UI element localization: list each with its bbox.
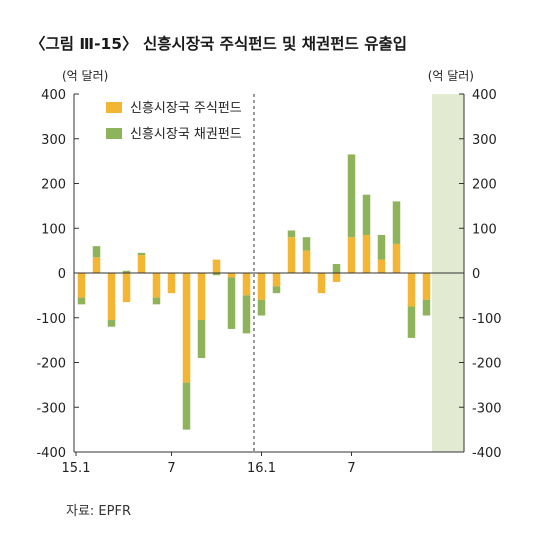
x-tick-label: 16.1 — [247, 461, 276, 476]
figure-number: 〈그림 Ⅲ-15〉 — [30, 35, 138, 53]
left-tick-label: -300 — [36, 401, 66, 416]
equity-fund-bar — [422, 273, 431, 300]
bond-fund-bar — [257, 299, 266, 316]
equity-fund-bar — [122, 273, 131, 303]
right-tick-label: 100 — [472, 222, 497, 237]
bond-fund-bar — [242, 295, 251, 334]
legend-label-equity: 신흥시장국 주식펀드 — [130, 101, 242, 116]
equity-fund-bar — [182, 273, 191, 383]
left-tick-label: 200 — [41, 178, 66, 193]
bond-fund-bar — [347, 154, 356, 238]
bond-fund-bar — [137, 252, 146, 256]
legend-swatch-equity — [106, 102, 122, 113]
bond-fund-bar — [227, 277, 236, 329]
bond-fund-bar — [272, 286, 281, 294]
right-tick-label: 0 — [472, 267, 480, 282]
bond-fund-bar — [377, 234, 386, 260]
equity-fund-bar — [77, 273, 86, 298]
equity-fund-bar — [92, 257, 101, 273]
bars-layer — [77, 154, 431, 430]
equity-fund-bar — [212, 259, 221, 273]
text-layer: 400 400 300 300 200 200 100 100 0 0 -100 -100 -200 -2… — [36, 69, 501, 476]
equity-fund-bar — [377, 259, 386, 273]
legend-swatch-bond — [106, 128, 122, 139]
equity-fund-bar — [287, 237, 296, 273]
equity-fund-bar — [362, 234, 371, 273]
left-tick-label: -100 — [36, 312, 66, 327]
left-tick-label: 300 — [41, 133, 66, 148]
equity-fund-bar — [302, 250, 311, 273]
equity-fund-bar — [107, 273, 116, 320]
equity-fund-bar — [227, 273, 236, 278]
equity-fund-bar — [317, 273, 326, 294]
figure-title: 〈그림 Ⅲ-15〉 신흥시장국 주식펀드 및 채권펀드 유출입 — [30, 32, 407, 54]
bond-fund-bar — [392, 201, 401, 244]
bond-fund-bar — [122, 270, 131, 273]
right-tick-label: -400 — [472, 446, 502, 461]
right-tick-label: 300 — [472, 133, 497, 148]
source-note: 자료: EPFR — [66, 504, 131, 519]
axis-layer — [73, 93, 465, 456]
equity-fund-bar — [242, 273, 251, 296]
x-tick-label: 15.1 — [62, 461, 91, 476]
right-tick-label: -200 — [472, 357, 502, 372]
left-unit-label: (억 달러) — [62, 69, 108, 83]
bond-fund-bar — [422, 299, 431, 316]
right-unit-label: (억 달러) — [428, 69, 474, 83]
equity-fund-bar — [152, 273, 161, 298]
right-tick-label: -100 — [472, 312, 502, 327]
equity-fund-bar — [332, 273, 341, 282]
right-tick-label: -300 — [472, 401, 502, 416]
equity-fund-bar — [167, 273, 176, 294]
bond-fund-bar — [182, 382, 191, 430]
bond-fund-bar — [107, 319, 116, 327]
bond-fund-bar — [362, 194, 371, 235]
bond-fund-bar — [77, 297, 86, 305]
left-tick-label: -400 — [36, 446, 66, 461]
equity-fund-bar — [392, 243, 401, 273]
bond-fund-bar — [287, 230, 296, 238]
figure-title-text: 신흥시장국 주식펀드 및 채권펀드 유출입 — [142, 35, 407, 53]
bond-fund-bar — [152, 297, 161, 305]
bond-fund-bar — [197, 319, 206, 359]
x-tick-label: 7 — [347, 461, 355, 476]
equity-fund-bar — [272, 273, 281, 287]
bond-fund-bar — [407, 306, 416, 338]
right-tick-label: 400 — [472, 88, 497, 103]
left-tick-label: 0 — [58, 267, 66, 282]
equity-fund-bar — [137, 255, 146, 273]
bond-fund-bar — [302, 237, 311, 251]
equity-fund-bar — [257, 273, 266, 300]
left-tick-label: -200 — [36, 357, 66, 372]
x-tick-label: 7 — [167, 461, 175, 476]
right-tick-label: 200 — [472, 178, 497, 193]
left-tick-label: 100 — [41, 222, 66, 237]
legend-label-bond: 신흥시장국 채권펀드 — [130, 127, 242, 142]
bond-fund-bar — [212, 273, 221, 276]
equity-fund-bar — [197, 273, 206, 320]
left-tick-label: 400 — [41, 88, 66, 103]
bond-fund-bar — [92, 246, 101, 258]
equity-fund-bar — [407, 273, 416, 307]
bond-fund-bar — [332, 264, 341, 273]
equity-fund-bar — [347, 237, 356, 273]
